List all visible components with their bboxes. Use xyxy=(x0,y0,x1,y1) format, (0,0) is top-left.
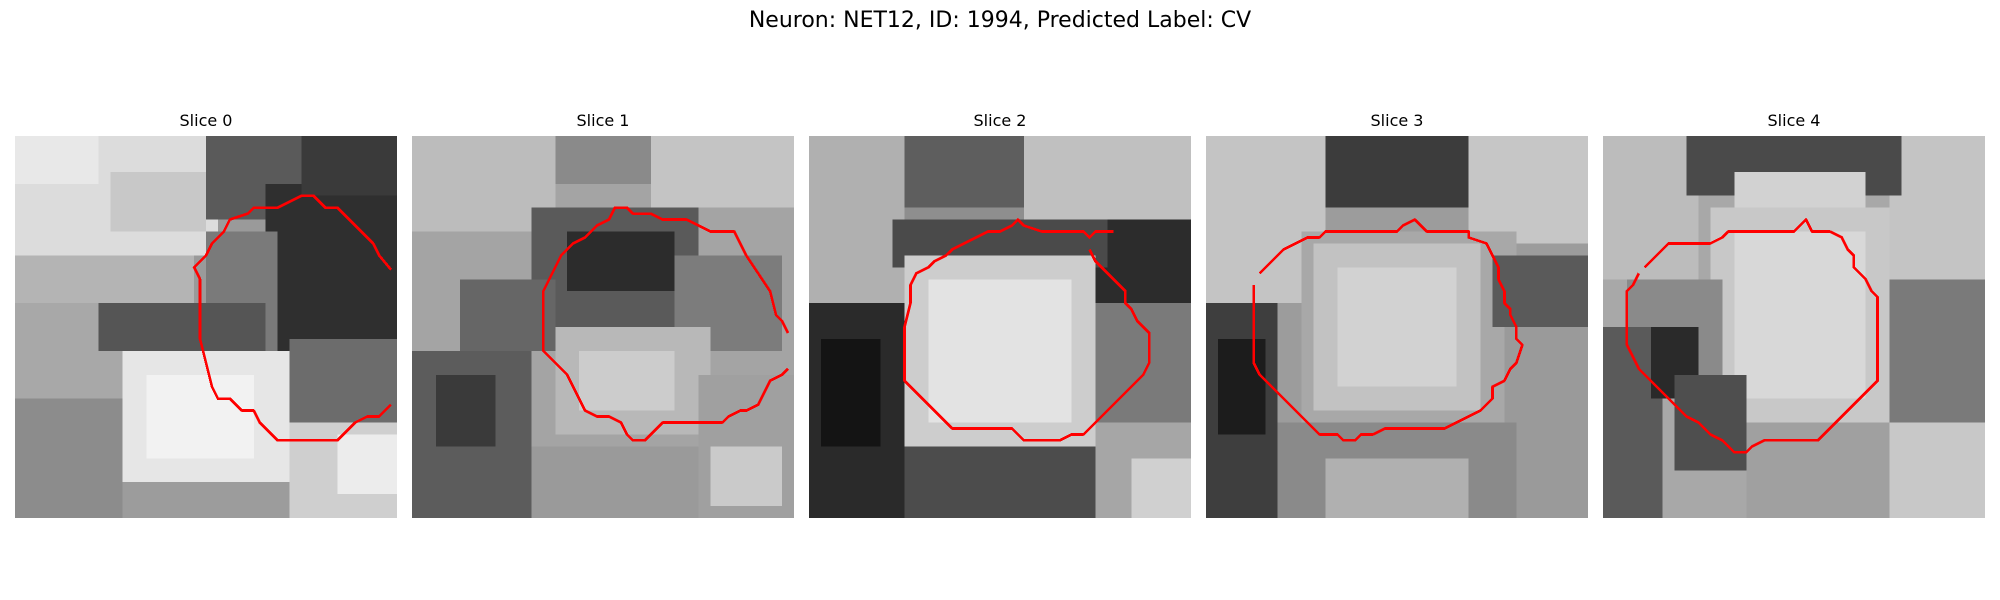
slice-image xyxy=(1603,136,1985,518)
slice-image xyxy=(15,136,397,518)
figure-title: Neuron: NET12, ID: 1994, Predicted Label… xyxy=(0,8,2000,33)
slice-title: Slice 2 xyxy=(809,110,1191,132)
slice-image xyxy=(1206,136,1588,518)
slice-panel-4: Slice 4 xyxy=(1603,110,1985,518)
slice-title: Slice 3 xyxy=(1206,110,1588,132)
slice-title: Slice 1 xyxy=(412,110,794,132)
slice-panel-0: Slice 0 xyxy=(15,110,397,518)
slice-panel-1: Slice 1 xyxy=(412,110,794,518)
slice-panel-3: Slice 3 xyxy=(1206,110,1588,518)
slice-title: Slice 0 xyxy=(15,110,397,132)
slice-panel-2: Slice 2 xyxy=(809,110,1191,518)
slice-title: Slice 4 xyxy=(1603,110,1985,132)
slice-image xyxy=(809,136,1191,518)
slice-image xyxy=(412,136,794,518)
